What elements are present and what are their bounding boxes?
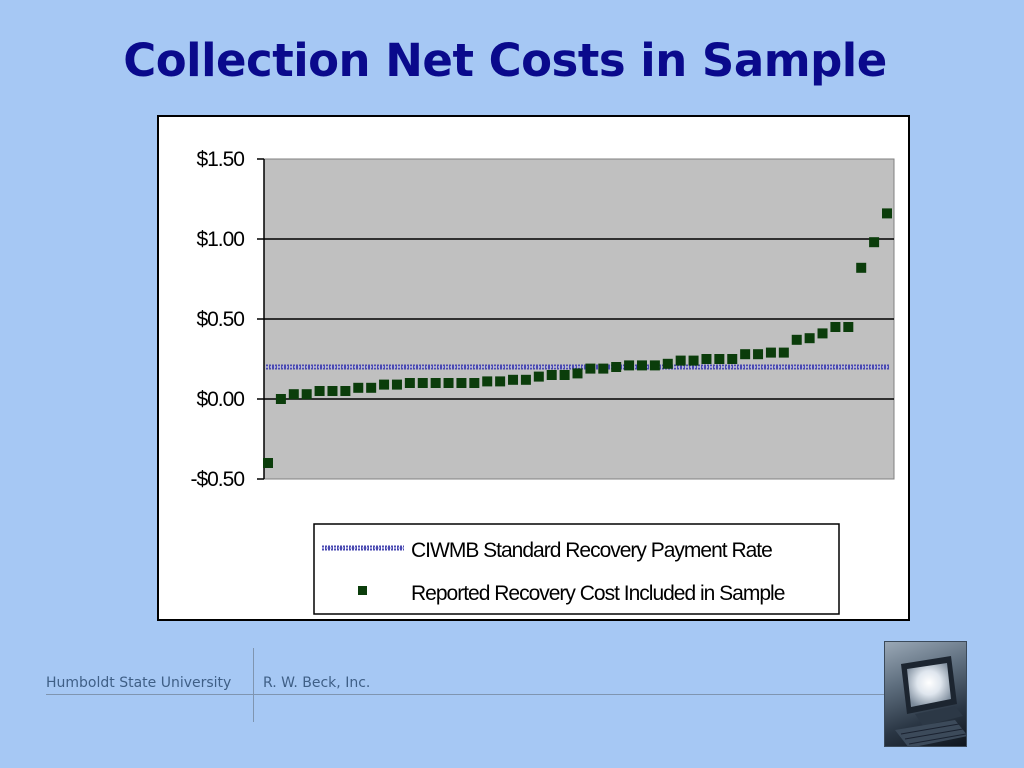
data-point bbox=[430, 378, 441, 388]
y-axis: $1.50 $1.00 $0.50 $0.00 -$0.50 bbox=[190, 148, 265, 491]
data-point bbox=[611, 362, 622, 372]
scatter-chart: $1.50 $1.00 $0.50 $0.00 -$0.50 CIWMB Standar… bbox=[190, 148, 895, 615]
data-point bbox=[804, 333, 815, 344]
data-point bbox=[869, 237, 880, 248]
data-point bbox=[288, 389, 299, 400]
data-point bbox=[830, 322, 841, 332]
data-point bbox=[353, 382, 364, 393]
data-point bbox=[624, 360, 635, 371]
y-tick-label: $1.50 bbox=[196, 148, 244, 171]
footer-rule bbox=[46, 694, 884, 695]
y-tick-label: -$0.50 bbox=[190, 468, 244, 491]
data-point bbox=[301, 389, 312, 400]
legend-swatch-markers bbox=[358, 586, 367, 595]
footer-company: R. W. Beck, Inc. bbox=[263, 675, 371, 691]
data-point bbox=[469, 378, 480, 388]
legend-label-markers: Reported Recovery Cost Included in Sampl… bbox=[411, 582, 785, 605]
data-point bbox=[701, 354, 712, 364]
data-point bbox=[495, 376, 506, 387]
data-point bbox=[649, 360, 660, 371]
data-point bbox=[456, 378, 467, 388]
data-point bbox=[585, 363, 596, 374]
data-point bbox=[275, 394, 286, 404]
data-point bbox=[366, 382, 377, 393]
y-tick-label: $0.00 bbox=[196, 388, 244, 411]
legend-box bbox=[313, 523, 840, 615]
data-point bbox=[379, 379, 390, 390]
data-point bbox=[843, 322, 854, 332]
footer-organization: Humboldt State University bbox=[46, 675, 232, 691]
data-point bbox=[508, 374, 519, 385]
data-point bbox=[340, 386, 351, 396]
data-point bbox=[598, 363, 609, 374]
data-point bbox=[533, 371, 544, 382]
gridlines bbox=[264, 238, 894, 400]
data-point bbox=[443, 378, 454, 388]
data-point bbox=[817, 328, 828, 339]
data-point bbox=[882, 208, 892, 219]
y-tick-label: $0.50 bbox=[196, 308, 244, 331]
data-point bbox=[740, 349, 751, 360]
data-point bbox=[714, 354, 725, 364]
footer-divider bbox=[253, 648, 254, 722]
data-point bbox=[662, 358, 673, 369]
data-points bbox=[263, 208, 892, 468]
data-point bbox=[727, 354, 738, 364]
data-point bbox=[263, 458, 273, 468]
data-point bbox=[546, 370, 557, 380]
data-point bbox=[778, 347, 789, 358]
data-point bbox=[636, 360, 647, 371]
data-point bbox=[753, 349, 764, 360]
data-point bbox=[404, 378, 415, 388]
data-point bbox=[559, 370, 570, 380]
legend-label-reference-line: CIWMB Standard Recovery Payment Rate bbox=[411, 539, 772, 562]
data-point bbox=[856, 262, 867, 273]
data-point bbox=[314, 386, 325, 396]
data-point bbox=[688, 355, 699, 366]
data-point bbox=[391, 379, 402, 390]
data-point bbox=[327, 386, 338, 396]
data-point bbox=[675, 355, 686, 366]
computer-monitor-icon bbox=[884, 641, 967, 747]
data-point bbox=[520, 374, 531, 385]
data-point bbox=[765, 347, 776, 358]
slide-title: Collection Net Costs in Sample bbox=[123, 34, 887, 87]
data-point bbox=[417, 378, 428, 388]
data-point bbox=[482, 376, 493, 387]
y-tick-label: $1.00 bbox=[196, 228, 244, 251]
chart-panel: $1.50 $1.00 $0.50 $0.00 -$0.50 CIWMB Standar… bbox=[157, 115, 910, 621]
data-point bbox=[572, 368, 583, 379]
legend: CIWMB Standard Recovery Payment Rate Rep… bbox=[313, 523, 840, 615]
data-point bbox=[791, 334, 802, 345]
